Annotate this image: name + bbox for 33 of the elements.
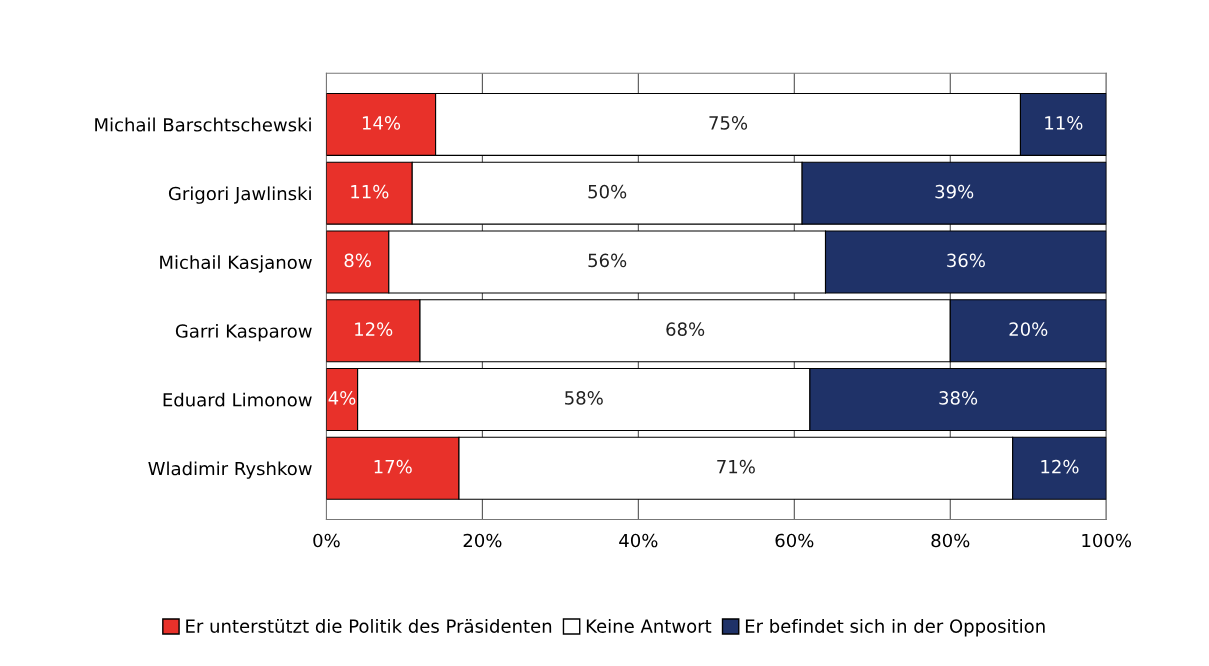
data-label: 17% xyxy=(374,459,412,474)
data-label: 11% xyxy=(1045,116,1083,130)
legend-label: Keine Antwort xyxy=(586,618,712,633)
legend-label: Er befindet sich in der Opposition xyxy=(745,618,1045,637)
data-label: 58% xyxy=(565,391,603,405)
y-tick-label: Garri Kasparow xyxy=(175,323,312,342)
data-label: 71% xyxy=(717,459,755,474)
y-tick-label: Grigori Jawlinski xyxy=(168,186,311,204)
data-label: 14% xyxy=(362,116,401,130)
x-tick-label: 60% xyxy=(775,533,814,548)
x-tick-label: 0% xyxy=(313,533,340,548)
y-tick-label: Michail Kasjanow xyxy=(160,255,312,273)
y-tick-label: Michail Barschtschewski xyxy=(95,117,311,132)
data-label: 20% xyxy=(1009,322,1048,336)
data-label: 12% xyxy=(1041,459,1079,474)
x-tick-label: 40% xyxy=(619,533,658,548)
data-label: 12% xyxy=(355,322,393,336)
data-label: 68% xyxy=(666,322,705,336)
legend-label: Er unterstützt die Politik des Präsidenten xyxy=(186,618,552,633)
data-label: 39% xyxy=(935,184,974,199)
x-tick-label: 80% xyxy=(931,533,970,548)
y-tick-label: Eduard Limonow xyxy=(163,392,312,407)
data-label: 50% xyxy=(588,184,627,199)
data-label: 8% xyxy=(344,253,371,268)
data-label: 75% xyxy=(709,116,748,130)
data-label: 56% xyxy=(588,253,627,268)
data-label: 11% xyxy=(351,184,389,199)
y-tick-label: Wladimir Ryshkow xyxy=(148,461,312,479)
data-label: 4% xyxy=(328,391,356,405)
data-label: 36% xyxy=(947,253,985,268)
x-tick-label: 100% xyxy=(1082,533,1132,548)
data-label: 38% xyxy=(939,391,978,405)
x-tick-label: 20% xyxy=(463,533,502,548)
